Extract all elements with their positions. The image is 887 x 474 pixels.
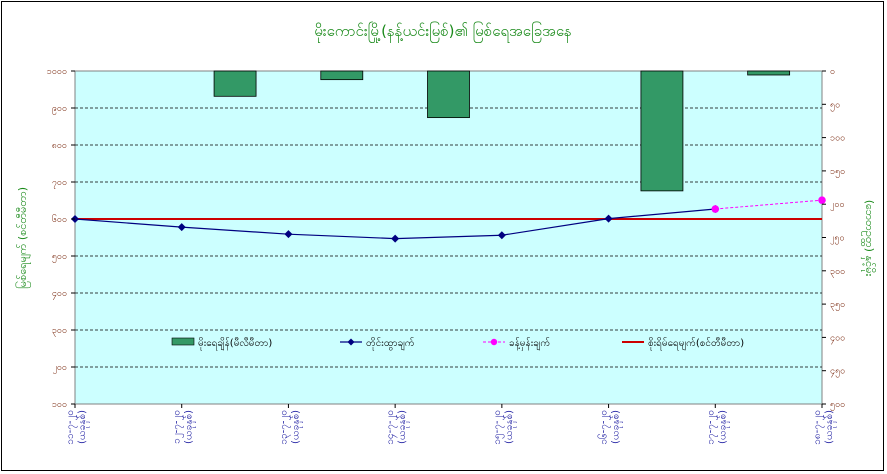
right-tick-label: ၅၀ bbox=[830, 100, 840, 111]
x-tick-label: ၁၁-၇-၂၀ bbox=[65, 410, 78, 445]
rainfall-bar bbox=[747, 70, 791, 76]
legend-label: တိုင်းထွာချက် bbox=[366, 336, 415, 351]
x-tick-label: ၁၅-၇-၂၀ bbox=[492, 410, 505, 445]
rainfall-bars bbox=[213, 70, 791, 192]
measured-point bbox=[177, 223, 186, 232]
left-tick-label: ၁၀၀ bbox=[52, 400, 67, 410]
forecast-line bbox=[715, 199, 823, 210]
x-axis-ticks: ၁၁-၇-၂၀ (ယခုနှစ်) ၁၂-၇-၂၀ (ယခုနှစ်) ၁၃-၇-၂၀(… bbox=[65, 404, 837, 445]
forecast-point bbox=[818, 196, 826, 204]
x-tick-sublabel: (ယခုနှစ်) bbox=[75, 410, 90, 444]
right-tick-label: ၁၅၀ bbox=[830, 167, 845, 178]
x-tick-label-group: ၁၄-၇-၂၀ (ယခုနှစ်) bbox=[385, 410, 410, 445]
legend: မိုးရေချိန်(မီလီမီတာ) တိုင်းထွာချက် ခန့်မှ… bbox=[171, 336, 744, 351]
left-tick-label: ၃၀၀ bbox=[52, 326, 67, 337]
x-tick-label-group: ၁၈-၇-၂၀ (ယခုနှစ်) bbox=[812, 410, 837, 445]
legend-marker-forecast bbox=[490, 338, 498, 346]
x-tick-sublabel: (ယခုနှစ်) bbox=[715, 410, 730, 444]
y-axis-left-title: မြစ်ရေမျက် (စင်တီမီတာ) bbox=[15, 187, 31, 289]
x-tick-sublabel: (ယခုနှစ်) bbox=[288, 410, 303, 444]
left-tick-label: ၆၀၀ bbox=[52, 214, 67, 225]
right-tick-label: ၂၅၀ bbox=[830, 234, 845, 245]
x-tick-label: ၁၂-၇-၂၀ bbox=[172, 410, 185, 444]
legend-label: မိုးရေချိန်(မီလီမီတာ) bbox=[198, 336, 272, 351]
x-tick-label: ၁၃-၇-၂၀ bbox=[278, 410, 291, 445]
x-tick-sublabel: (ယခုနှစ်) bbox=[822, 410, 837, 444]
right-tick-label: ၂၀၀ bbox=[830, 200, 845, 211]
right-tick-label: ၄၅၀ bbox=[830, 367, 845, 378]
left-tick-label: ၈၀၀ bbox=[52, 141, 67, 151]
left-tick-label: ၅၀၀ bbox=[52, 252, 67, 263]
measured-point bbox=[284, 230, 293, 239]
left-tick-label: ၂၀၀ bbox=[52, 363, 67, 374]
x-tick-label: ၁၄-၇-၂၀ bbox=[385, 410, 398, 445]
left-tick-label: ၁၀၀၀ bbox=[47, 67, 67, 77]
water-level-lines bbox=[71, 196, 826, 243]
right-tick-label: ၁၀၀ bbox=[830, 134, 845, 144]
legend-label: ခန့်မှန်းချက် bbox=[509, 336, 550, 351]
left-tick-label: ၉၀၀ bbox=[52, 104, 67, 115]
x-tick-sublabel: (ယခုနှစ်) bbox=[182, 410, 197, 444]
chart-title: မိုးကောင်းမြို့(နန့်ယင်းမြစ်)၏ မြစ်ရေအခြ… bbox=[314, 21, 572, 43]
y-axis-right-title: (ဘေတဥတ္ထ) နှင့်မိုး bbox=[861, 200, 876, 277]
right-tick-label: ၄၀၀ bbox=[830, 333, 845, 344]
rainfall-bar bbox=[320, 70, 364, 81]
x-tick-sublabel: (ယခုနှစ်) bbox=[502, 410, 517, 444]
measured-point bbox=[391, 234, 400, 243]
x-tick-label-group: ၁၅-၇-၂၀ (ယခုနှစ်) bbox=[492, 410, 517, 445]
x-tick-label-group: ၁၃-၇-၂၀ (ယခုနှစ်) bbox=[278, 410, 303, 445]
x-tick-sublabel: (ယခုနှစ်) bbox=[609, 410, 624, 444]
right-tick-label: ၃၅၀ bbox=[830, 300, 845, 311]
legend-label: စိုးရိမ်ရေမျက်(စင်တီမီတာ) bbox=[648, 336, 744, 351]
x-tick-label-group: ၁၆-၇-၂၀ (ယခုနှစ်) bbox=[597, 410, 624, 445]
rainfall-bar bbox=[213, 70, 257, 97]
x-tick-sublabel: (ယခုနှစ်) bbox=[395, 410, 410, 444]
right-tick-label: ၅၀၀ bbox=[830, 400, 845, 411]
left-tick-label: ၇၀၀ bbox=[52, 178, 67, 189]
x-tick-label: ၁၇-၇-၂၀ bbox=[705, 410, 718, 445]
measured-point bbox=[604, 214, 613, 223]
forecast-point bbox=[711, 205, 720, 213]
rainfall-bar bbox=[640, 70, 684, 192]
x-tick-label: ၁၈-၇-၂၀ bbox=[812, 410, 825, 445]
x-tick-label-group: ၁၁-၇-၂၀ (ယခုနှစ်) bbox=[65, 410, 90, 445]
x-tick-label: ၁၆-၇-၂၀ bbox=[597, 410, 612, 445]
right-tick-label: ၀ bbox=[830, 67, 835, 77]
x-tick-label-group: ၁၇-၇-၂၀ (ယခုနှစ်) bbox=[705, 410, 730, 445]
right-tick-label: ၃၀၀ bbox=[830, 267, 845, 278]
rainfall-bar bbox=[427, 70, 470, 119]
legend-swatch-rainfall bbox=[171, 337, 195, 346]
legend-marker-measured bbox=[347, 338, 355, 346]
measured-point bbox=[497, 231, 506, 240]
x-tick-label-group: ၁၂-၇-၂၀ (ယခုနှစ်) bbox=[172, 410, 197, 444]
left-tick-label: ၄၀၀ bbox=[52, 289, 67, 300]
